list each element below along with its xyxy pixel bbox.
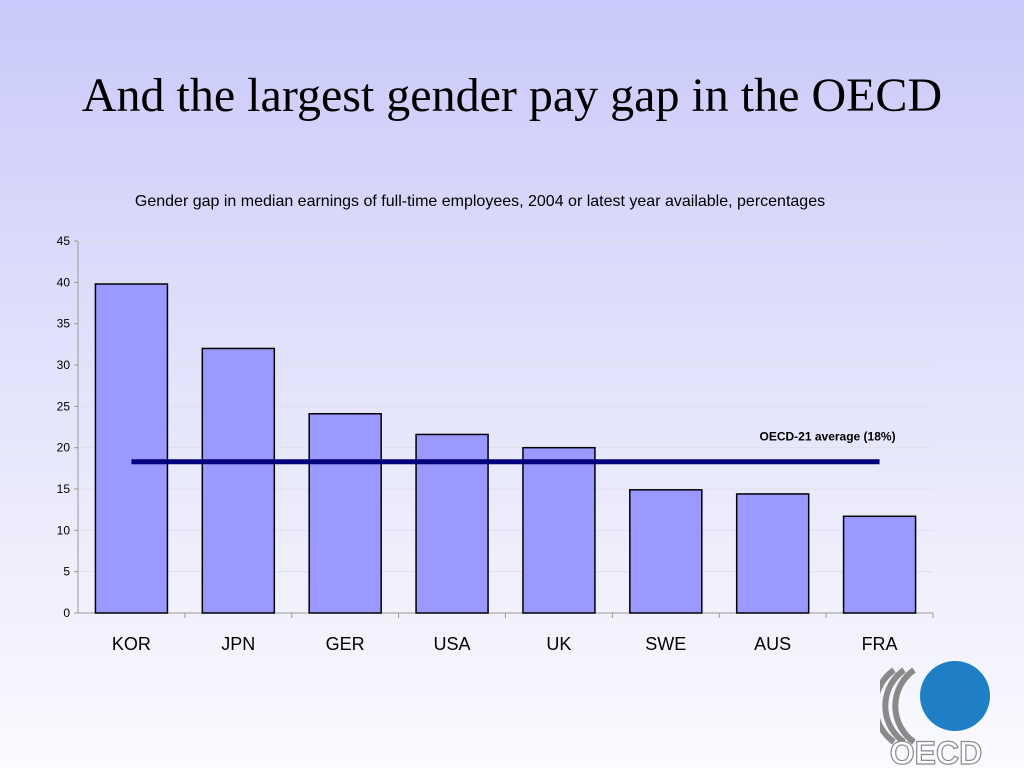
x-tick-label: GER (326, 634, 365, 654)
bar-ger (308, 413, 382, 614)
oecd-logo: OECD (880, 661, 990, 768)
y-tick-label: 35 (57, 317, 71, 331)
bar-kor (94, 283, 169, 614)
x-tick-label: KOR (112, 634, 151, 654)
x-tick-label: FRA (862, 634, 898, 654)
logo-circle (920, 661, 990, 731)
bar-fra (842, 515, 917, 614)
y-tick-label: 45 (57, 234, 71, 248)
reference-line-group: OECD-21 average (18%) (131, 430, 896, 465)
x-tick-label: JPN (221, 634, 255, 654)
logo-arc (882, 667, 906, 745)
x-tick-label: USA (434, 634, 471, 654)
logo-arc (880, 667, 896, 745)
y-tick-label: 0 (63, 606, 70, 620)
y-tick-label: 30 (57, 358, 71, 372)
bar-aus (735, 493, 810, 614)
bar-swe (629, 489, 703, 614)
bar-uk (522, 446, 596, 614)
bars (94, 283, 917, 614)
slide-title: And the largest gender pay gap in the OE… (81, 69, 943, 122)
y-tick-label: 40 (57, 275, 71, 289)
y-tick-label: 25 (57, 399, 71, 413)
y-tick-label: 5 (63, 565, 70, 579)
x-tick-label: SWE (645, 634, 686, 654)
y-tick-label: 15 (57, 482, 71, 496)
x-tick-label: AUS (754, 634, 791, 654)
x-axis-ticks: KOR JPN GER USA UK SWE AUS FRA (112, 613, 934, 654)
y-tick-label: 10 (57, 523, 71, 537)
oecd-average-label: OECD-21 average (18%) (760, 430, 896, 444)
bar-jpn (201, 347, 276, 614)
logo-wordmark: OECD (890, 735, 982, 768)
x-tick-label: UK (546, 634, 571, 654)
chart-title: Gender gap in median earnings of full-ti… (134, 193, 826, 210)
logo-arc (892, 667, 916, 745)
y-tick-label: 20 (57, 441, 71, 455)
